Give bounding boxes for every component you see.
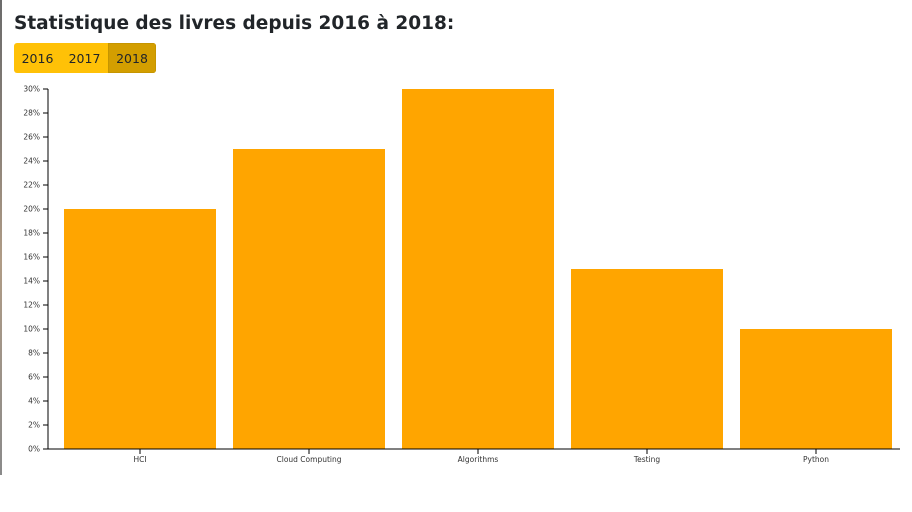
bar-hci[interactable] — [64, 209, 216, 449]
y-tick-label: 6% — [28, 373, 40, 382]
x-tick-label: Cloud Computing — [277, 455, 342, 464]
x-tick-label: HCI — [133, 455, 146, 464]
year-button-group: 2016 2017 2018 — [14, 43, 156, 73]
year-button-2017[interactable]: 2017 — [61, 43, 108, 73]
y-tick-label: 22% — [23, 181, 40, 190]
y-tick-label: 2% — [28, 421, 40, 430]
y-tick-label: 20% — [23, 205, 40, 214]
bar-algorithms[interactable] — [402, 89, 554, 449]
x-axis: HCI Cloud Computing Algorithms Testing Pytho… — [48, 448, 900, 464]
x-tick-label: Algorithms — [458, 455, 499, 464]
bar-testing[interactable] — [571, 269, 723, 449]
y-tick-label: 16% — [23, 253, 40, 262]
y-tick-label: 26% — [23, 133, 40, 142]
y-axis: 0% 2% 4% 6% 8% 10% 12% 14% 16% 18% 20% 22% 24% 26% 28%… — [23, 85, 49, 454]
year-button-2018[interactable]: 2018 — [108, 43, 156, 73]
bars-group — [64, 89, 892, 449]
x-tick-label: Python — [803, 455, 829, 464]
left-edge-strip — [0, 0, 2, 475]
y-tick-label: 4% — [28, 397, 40, 406]
y-tick-label: 18% — [23, 229, 40, 238]
y-tick-label: 24% — [23, 157, 40, 166]
x-tick-label: Testing — [633, 455, 661, 464]
y-tick-label: 10% — [23, 325, 40, 334]
y-tick-label: 30% — [23, 85, 40, 94]
y-tick-label: 28% — [23, 109, 40, 118]
bar-python[interactable] — [740, 329, 892, 449]
y-tick-label: 14% — [23, 277, 40, 286]
year-button-2016[interactable]: 2016 — [14, 43, 61, 73]
y-tick-label: 12% — [23, 301, 40, 310]
bar-cloud-computing[interactable] — [233, 149, 385, 449]
page-title: Statistique des livres depuis 2016 à 201… — [14, 13, 455, 34]
y-tick-label: 0% — [28, 445, 40, 454]
y-tick-label: 8% — [28, 349, 40, 358]
